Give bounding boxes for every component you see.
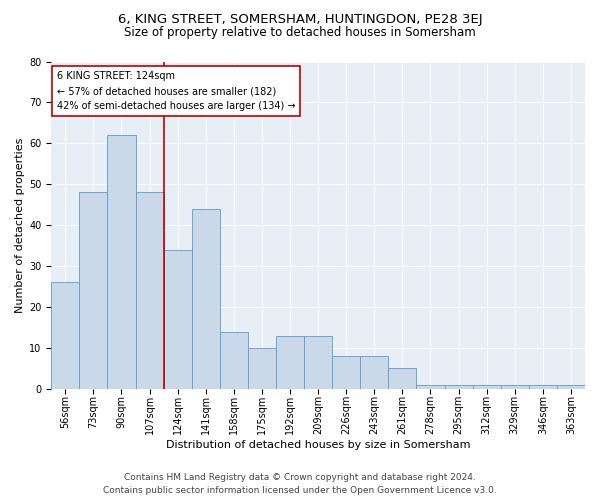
Bar xyxy=(332,356,360,389)
Bar xyxy=(164,250,192,389)
Bar xyxy=(501,384,529,389)
Bar xyxy=(51,282,79,389)
Text: 6, KING STREET, SOMERSHAM, HUNTINGDON, PE28 3EJ: 6, KING STREET, SOMERSHAM, HUNTINGDON, P… xyxy=(118,12,482,26)
Bar xyxy=(276,336,304,389)
Bar xyxy=(416,384,445,389)
X-axis label: Distribution of detached houses by size in Somersham: Distribution of detached houses by size … xyxy=(166,440,470,450)
Bar xyxy=(304,336,332,389)
Bar xyxy=(557,384,585,389)
Bar xyxy=(360,356,388,389)
Bar xyxy=(248,348,276,389)
Bar xyxy=(220,332,248,389)
Bar xyxy=(79,192,107,389)
Bar xyxy=(388,368,416,389)
Bar xyxy=(445,384,473,389)
Bar xyxy=(136,192,164,389)
Bar xyxy=(529,384,557,389)
Text: Size of property relative to detached houses in Somersham: Size of property relative to detached ho… xyxy=(124,26,476,39)
Y-axis label: Number of detached properties: Number of detached properties xyxy=(15,138,25,313)
Bar xyxy=(107,135,136,389)
Text: Contains HM Land Registry data © Crown copyright and database right 2024.
Contai: Contains HM Land Registry data © Crown c… xyxy=(103,474,497,495)
Text: 6 KING STREET: 124sqm
← 57% of detached houses are smaller (182)
42% of semi-det: 6 KING STREET: 124sqm ← 57% of detached … xyxy=(56,72,295,111)
Bar xyxy=(473,384,501,389)
Bar xyxy=(192,209,220,389)
